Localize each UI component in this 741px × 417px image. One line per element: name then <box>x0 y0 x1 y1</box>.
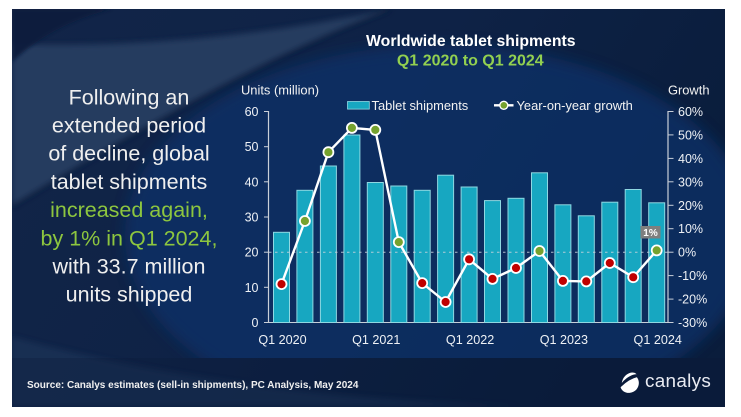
svg-text:40%: 40% <box>678 152 703 166</box>
svg-text:Q1 2021: Q1 2021 <box>352 333 400 347</box>
svg-text:20: 20 <box>245 246 259 260</box>
svg-text:10: 10 <box>245 281 259 295</box>
svg-text:units shipped: units shipped <box>66 283 193 307</box>
svg-text:30%: 30% <box>678 175 703 189</box>
svg-text:Source: Canalys estimates (sel: Source: Canalys estimates (sell-in shipm… <box>27 380 359 391</box>
svg-text:Tablet shipments: Tablet shipments <box>372 98 469 113</box>
svg-text:extended period: extended period <box>52 114 206 138</box>
svg-text:-30%: -30% <box>678 316 707 330</box>
svg-text:by 1% in Q1 2024,: by 1% in Q1 2024, <box>41 226 218 250</box>
svg-text:Q1 2024: Q1 2024 <box>634 333 682 347</box>
svg-text:Units (million): Units (million) <box>241 83 319 98</box>
svg-text:Following an: Following an <box>69 85 190 109</box>
svg-text:increased again,: increased again, <box>50 198 208 222</box>
svg-text:50: 50 <box>245 140 259 154</box>
svg-text:Q1 2023: Q1 2023 <box>540 333 588 347</box>
svg-text:-10%: -10% <box>678 269 707 283</box>
svg-text:20%: 20% <box>678 199 703 213</box>
svg-text:10%: 10% <box>678 222 703 236</box>
svg-text:60%: 60% <box>678 105 703 119</box>
svg-text:-20%: -20% <box>678 293 707 307</box>
svg-text:0: 0 <box>252 316 259 330</box>
svg-text:Year-on-year growth: Year-on-year growth <box>517 98 633 113</box>
svg-text:50%: 50% <box>678 128 703 142</box>
svg-text:30: 30 <box>245 211 259 225</box>
svg-text:Q1 2020 to Q1 2024: Q1 2020 to Q1 2024 <box>397 52 544 69</box>
svg-text:Q1 2022: Q1 2022 <box>446 333 494 347</box>
svg-text:0%: 0% <box>678 246 696 260</box>
svg-text:60: 60 <box>245 105 259 119</box>
svg-text:Worldwide tablet shipments: Worldwide tablet shipments <box>366 33 576 50</box>
svg-text:of decline, global: of decline, global <box>48 142 209 166</box>
svg-text:Growth: Growth <box>668 83 710 98</box>
svg-text:with 33.7 million: with 33.7 million <box>52 255 206 279</box>
svg-text:Q1 2020: Q1 2020 <box>258 333 306 347</box>
svg-text:tablet shipments: tablet shipments <box>51 170 208 194</box>
svg-text:canalys: canalys <box>645 371 711 392</box>
svg-text:40: 40 <box>245 175 259 189</box>
svg-text:1%: 1% <box>643 228 658 239</box>
